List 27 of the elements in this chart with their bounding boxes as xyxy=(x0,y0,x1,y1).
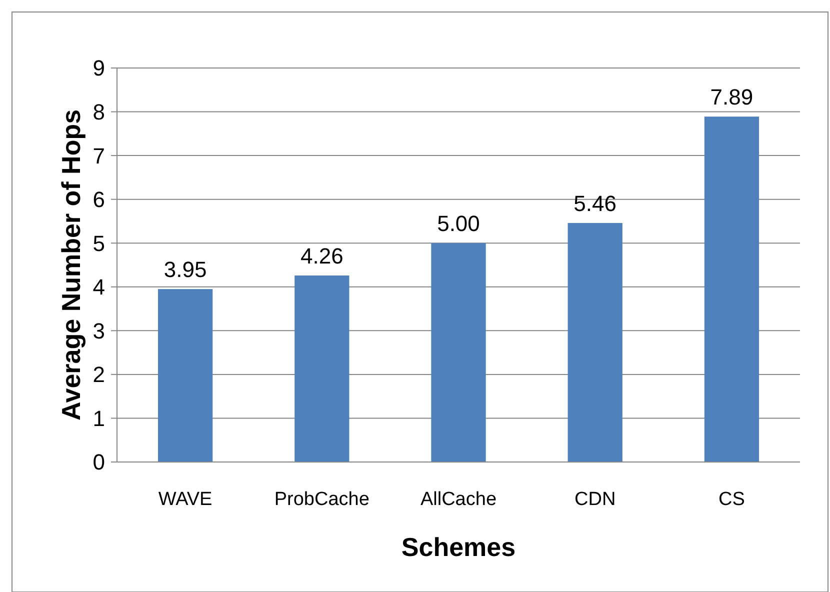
y-tick-label: 7 xyxy=(92,143,105,168)
x-tick-label: ProbCache xyxy=(274,489,370,510)
y-tick-label: 2 xyxy=(92,362,105,388)
y-tick-label: 3 xyxy=(92,318,105,344)
x-tick-label: CDN xyxy=(574,489,616,510)
bar xyxy=(568,222,622,462)
y-tick-label: 9 xyxy=(92,56,105,81)
y-tick-label: 8 xyxy=(92,99,105,124)
bar xyxy=(704,116,760,462)
x-tick-label: AllCache xyxy=(420,489,497,510)
x-tick-label: WAVE xyxy=(158,489,212,510)
y-tick-label: 6 xyxy=(92,187,105,212)
y-tick-label: 5 xyxy=(92,230,105,256)
data-label: 5.00 xyxy=(437,211,480,236)
y-tick-label: 0 xyxy=(92,450,105,475)
bar xyxy=(431,243,486,462)
bar xyxy=(158,289,213,462)
data-label: 3.95 xyxy=(164,257,207,282)
data-label: 4.26 xyxy=(300,244,344,269)
y-tick-label: 1 xyxy=(92,406,105,431)
y-axis-title: Average Number of Hops xyxy=(56,109,86,421)
y-tick-label: 4 xyxy=(92,274,105,300)
x-tick-label: CS xyxy=(718,489,745,510)
bar xyxy=(294,276,350,462)
x-axis-title: Schemes xyxy=(401,532,516,562)
data-label: 7.89 xyxy=(710,84,754,110)
data-label: 5.46 xyxy=(574,190,617,216)
